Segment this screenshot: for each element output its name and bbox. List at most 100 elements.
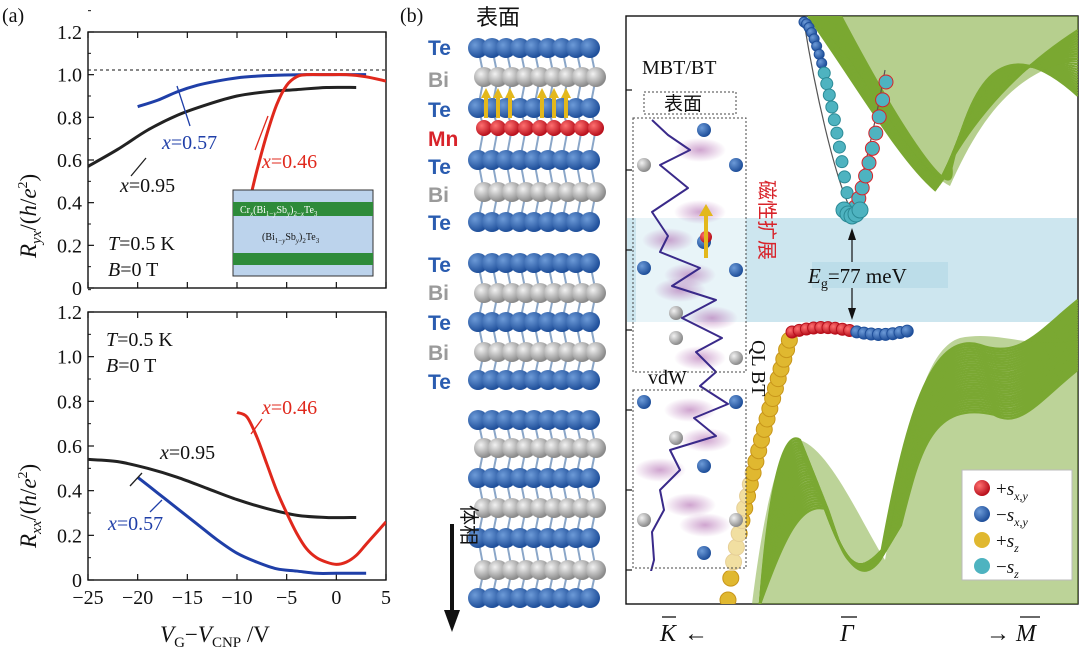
atom [544, 498, 564, 518]
ytick-label: 0.4 [57, 193, 82, 215]
atom [502, 182, 522, 202]
lower-band-dot-plus-sz [722, 569, 740, 587]
atom [586, 283, 606, 303]
legend-marker-minus-sxy [974, 506, 990, 522]
atom [468, 468, 488, 488]
atom [530, 438, 550, 458]
ldos-atom-bi [669, 331, 683, 345]
atom [558, 67, 578, 87]
atom [538, 410, 558, 430]
atom [468, 528, 488, 548]
spin-arrow-head [537, 88, 547, 98]
ldos-atom-bi [637, 158, 651, 172]
ldos-atom-bi [669, 431, 683, 445]
atom [482, 528, 502, 548]
leader-x046-top [254, 115, 269, 151]
atom [496, 410, 516, 430]
atom [538, 38, 558, 58]
leader-x057-bot [149, 499, 163, 513]
atom [488, 560, 508, 580]
gap-label: Eg=77 meV [807, 264, 907, 292]
atom [468, 370, 488, 390]
atom [558, 498, 578, 518]
atom [572, 182, 592, 202]
atom [566, 212, 586, 232]
series-line-x-057 [137, 73, 367, 109]
atom [490, 120, 506, 136]
atom [496, 253, 516, 273]
atom [496, 150, 516, 170]
atom [510, 528, 530, 548]
atom [572, 67, 592, 87]
atom [588, 120, 604, 136]
label-x046-bot: x=0.46 [261, 397, 317, 419]
gap-label-bg [812, 262, 948, 288]
charge-density [674, 138, 726, 162]
atom [580, 98, 600, 118]
xtick-label: −15 [172, 587, 203, 609]
charge-density [642, 228, 694, 252]
xtick-label: −5 [276, 587, 297, 609]
atom [516, 283, 536, 303]
atom [474, 498, 494, 518]
upper-band-dot-minus-sz [832, 140, 846, 154]
series-line-x-095 [88, 457, 357, 520]
atom [524, 253, 544, 273]
atom [474, 283, 494, 303]
upper-band-dot-minus-sz [827, 113, 841, 127]
ytick-label: 0.8 [57, 391, 82, 413]
spin-arrow-head [481, 88, 491, 98]
ytick-label: 0 [72, 570, 82, 592]
gap-edge-dot-minus-sxy [900, 324, 914, 338]
atom [502, 67, 522, 87]
legend-plus-sz: +sz [996, 531, 1019, 555]
atom [502, 342, 522, 362]
atom [524, 528, 544, 548]
xtick-label: 0 [331, 587, 341, 609]
atom [524, 150, 544, 170]
ytick-label: 0.2 [57, 235, 82, 257]
atom [516, 342, 536, 362]
atom [580, 370, 600, 390]
atom [538, 588, 558, 608]
spin-arrow-head [505, 88, 515, 98]
upper-band-dot-minus-sz [835, 155, 849, 169]
atom [496, 312, 516, 332]
atom [572, 438, 592, 458]
ytick-label: 1.0 [57, 65, 82, 87]
atom [586, 498, 606, 518]
kpoint-left: K ← [659, 621, 708, 647]
atom [586, 438, 606, 458]
ldos-atom-te [697, 546, 711, 560]
bottom-chart-frame [87, 311, 387, 581]
atom [530, 498, 550, 518]
atom [510, 150, 530, 170]
atom [482, 312, 502, 332]
atom [580, 410, 600, 430]
legend-plus-sxy: +sx,y [996, 479, 1028, 503]
leader-x057-top [176, 85, 191, 127]
atom [474, 342, 494, 362]
atom [482, 212, 502, 232]
bottom-ylabel: Rxx/(h/e2) [16, 464, 45, 549]
leader-x046-bot [250, 418, 263, 435]
atom [552, 150, 572, 170]
atom [530, 67, 550, 87]
atom [538, 468, 558, 488]
upper-band-dot-minus-sz [820, 77, 834, 91]
band-minimum-dot [851, 201, 869, 219]
atom [488, 283, 508, 303]
atom [488, 342, 508, 362]
inset-heterostructure: Crx(Bi1−ySby)2−xTe3 (Bi1−ySby)2Te3 [232, 189, 374, 277]
atom [566, 150, 586, 170]
atom [496, 528, 516, 548]
atom [502, 438, 522, 458]
atom [516, 438, 536, 458]
atom [482, 370, 502, 390]
atom-label-te: Te [428, 371, 451, 394]
atom [544, 283, 564, 303]
atom [530, 182, 550, 202]
top-cond-B: B=0 T [108, 259, 158, 281]
atom [566, 312, 586, 332]
ldos-atom-bi [729, 351, 743, 365]
